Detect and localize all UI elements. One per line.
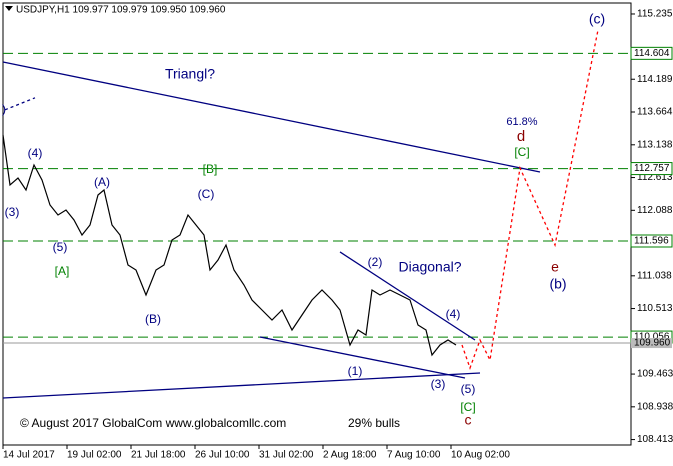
- x-tick-label: 21 Jul 18:00: [131, 450, 186, 461]
- wave-label: e: [551, 259, 559, 275]
- wave-label: (4): [28, 146, 43, 160]
- menu-arrow: [5, 6, 13, 11]
- wave-label: (2): [368, 255, 383, 269]
- level-label: 111.596: [634, 236, 669, 247]
- y-tick-label: 114.189: [637, 74, 673, 85]
- level-label: 110.056: [634, 332, 670, 343]
- wave-label: [C]: [514, 145, 529, 159]
- wave-label: (C): [198, 187, 215, 201]
- level-box: [630, 46, 673, 60]
- wave-label: [A]: [55, 264, 70, 278]
- wave-label: Diagonal?: [398, 259, 461, 275]
- x-tick-label: 2 Aug 18:00: [323, 450, 377, 461]
- y-tick-label: 111.038: [637, 270, 672, 281]
- y-tick-label: 115.235: [637, 9, 673, 20]
- price-line: [2, 134, 457, 357]
- current-price-label: 109.960: [634, 338, 671, 349]
- level-box: [630, 234, 673, 248]
- wave-label: (b): [549, 276, 566, 292]
- y-tick-label: 113.664: [637, 107, 673, 118]
- y-tick-label: 112.613: [637, 172, 673, 183]
- wave-label: ): [2, 102, 6, 116]
- sentiment: 29% bulls: [348, 416, 400, 430]
- chart-title: USDJPY,H1 109.977 109.979 109.950 109.96…: [16, 5, 226, 16]
- wave-label: (3): [431, 377, 446, 391]
- level-box: [630, 162, 673, 176]
- x-tick-label: 14 Jul 2017: [3, 450, 55, 461]
- x-tick-label: 26 Jul 10:00: [195, 450, 250, 461]
- y-tick-label: 108.938: [637, 401, 673, 412]
- wave-label: (3): [5, 205, 20, 219]
- copyright: © August 2017 GlobalCom www.globalcomllc…: [20, 416, 286, 430]
- trend-line: [259, 336, 466, 379]
- y-tick-label: 112.088: [637, 205, 673, 216]
- y-tick-label: 108.413: [637, 434, 673, 445]
- wave-label: [C]: [460, 400, 475, 414]
- wave-label: (1): [348, 364, 363, 378]
- wave-label: Triangl?: [165, 66, 215, 82]
- plot-frame: [2, 2, 632, 446]
- projection-line: [461, 29, 599, 370]
- wave-label: (B): [145, 312, 161, 326]
- wave-label: (5): [53, 240, 68, 254]
- wave-label: c: [465, 412, 472, 428]
- wave-label: (A): [94, 175, 110, 189]
- x-tick-label: 10 Aug 02:00: [451, 450, 510, 461]
- current-price-box: [631, 338, 672, 349]
- x-tick-label: 7 Aug 10:00: [387, 450, 441, 461]
- wave-label: (4): [446, 307, 461, 321]
- wave-label: [B]: [203, 162, 218, 176]
- y-tick-label: 110.513: [637, 303, 673, 314]
- y-tick-label: 113.138: [637, 139, 673, 150]
- wave-label: d: [517, 128, 525, 145]
- level-label: 114.604: [634, 48, 670, 59]
- trend-line: [339, 251, 476, 341]
- y-tick-label: 109.463: [637, 369, 673, 380]
- trend-line: [4, 97, 36, 111]
- trend-line: [2, 61, 541, 173]
- x-tick-label: 19 Jul 02:00: [67, 450, 122, 461]
- x-tick-label: 31 Jul 02:00: [259, 450, 314, 461]
- trend-line: [2, 372, 481, 399]
- wave-label: (5): [461, 382, 476, 396]
- level-label: 112.757: [634, 163, 670, 174]
- wave-label: (c): [589, 11, 605, 27]
- wave-label: 61.8%: [506, 116, 537, 128]
